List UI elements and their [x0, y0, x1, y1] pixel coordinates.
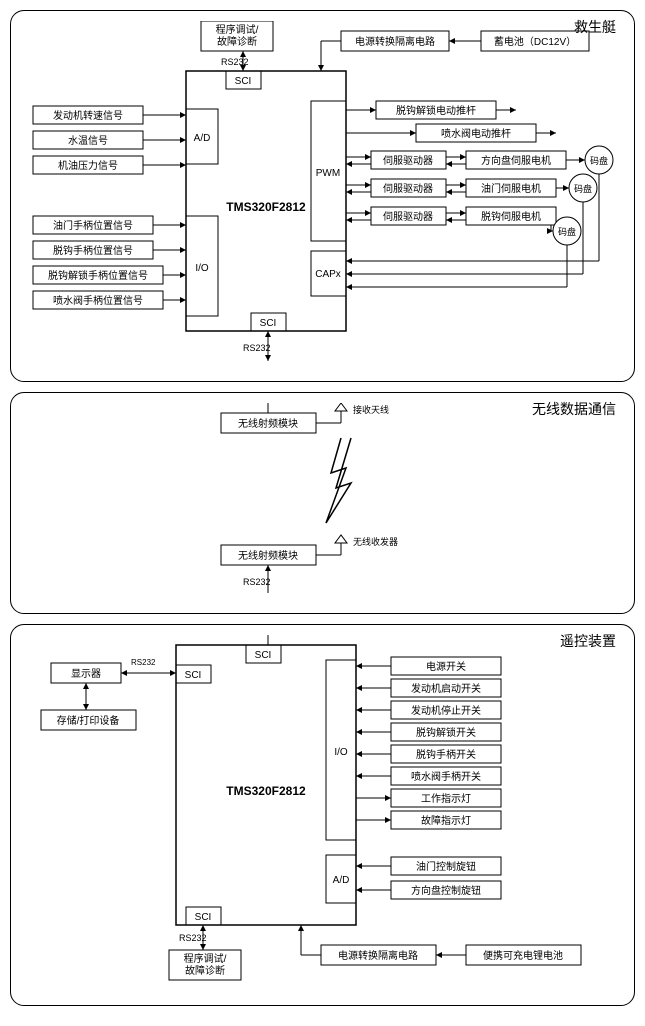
svg-text:发动机启动开关: 发动机启动开关 [411, 682, 481, 695]
svg-text:油门手柄位置信号: 油门手柄位置信号 [53, 219, 133, 232]
svg-text:码盘: 码盘 [558, 226, 576, 237]
port-sci-bot: SCI [260, 318, 277, 329]
svg-text:脱钩手柄位置信号: 脱钩手柄位置信号 [53, 244, 133, 257]
svg-text:油门伺服电机: 油门伺服电机 [481, 182, 541, 195]
rs232-top: RS232 [221, 57, 249, 67]
svg-text:码盘: 码盘 [574, 183, 592, 194]
svg-text:伺服驱动器: 伺服驱动器 [383, 154, 433, 167]
sci-bot-r: SCI [195, 912, 212, 923]
svg-text:工作指示灯: 工作指示灯 [421, 792, 471, 805]
svg-text:伺服驱动器: 伺服驱动器 [383, 210, 433, 223]
svg-text:喷水阀手柄位置信号: 喷水阀手柄位置信号 [53, 294, 143, 307]
remote-io: 电源开关 发动机启动开关 发动机停止开关 脱钩解锁开关 脱钩手柄开关 喷水阀手柄… [356, 657, 501, 829]
pushrod-1: 脱钩解锁电动推杆 [396, 104, 476, 117]
power-conv: 电源转换隔离电路 [355, 35, 435, 48]
display: 显示器 [71, 668, 101, 680]
pushrod-2: 喷水阀电动推杆 [441, 127, 511, 140]
svg-text:伺服驱动器: 伺服驱动器 [383, 182, 433, 195]
rf-bot: 无线射频模块 [238, 549, 298, 562]
rs232-bot: RS232 [243, 343, 271, 353]
battery: 蓄电池（DC12V） [494, 35, 576, 48]
debug-r2: 故障诊断 [185, 964, 225, 977]
svg-text:油门控制旋钮: 油门控制旋钮 [416, 860, 476, 873]
ad-inputs: 发动机转速信号 水温信号 机油压力信号 [33, 106, 186, 174]
rx-antenna: 接收天线 [353, 404, 389, 415]
io-r: I/O [334, 747, 348, 758]
servo-row-1: 伺服驱动器 方向盘伺服电机 码盘 [346, 146, 613, 174]
io-inputs: 油门手柄位置信号 脱钩手柄位置信号 脱钩解锁手柄位置信号 喷水阀手柄位置信号 [33, 216, 186, 309]
remote-diagram: TMS320F2812 SCI SCI SCI I/O A/D 显示器 RS23… [21, 635, 626, 985]
panel-remote: 遥控装置 TMS320F2812 SCI SCI SCI I/O A/D [10, 624, 635, 1006]
svg-text:码盘: 码盘 [590, 155, 608, 166]
panel-lifeboat: 救生艇 TMS320F2812 A/D I/O SCI SCI PWM CAPx [10, 10, 635, 382]
remote-ad: 油门控制旋钮 方向盘控制旋钮 [356, 857, 501, 899]
svg-text:方向盘控制旋钮: 方向盘控制旋钮 [411, 884, 481, 897]
svg-text:机油压力信号: 机油压力信号 [58, 159, 118, 172]
wireless-diagram: 无线射频模块 接收天线 无线收发器 无线射频模块 RS232 [21, 403, 626, 593]
rs232-disp: RS232 [131, 658, 156, 667]
svg-text:喷水阀手柄开关: 喷水阀手柄开关 [411, 770, 481, 783]
storage: 存储/打印设备 [57, 714, 120, 727]
panel-wireless: 无线数据通信 无线射频模块 接收天线 无线收发器 无线射频模块 R [10, 392, 635, 614]
battery-r: 便携可充电锂电池 [483, 949, 563, 962]
svg-text:发动机转速信号: 发动机转速信号 [53, 109, 123, 122]
port-ad: A/D [194, 133, 211, 144]
servo-row-2: 伺服驱动器 油门伺服电机 码盘 [346, 174, 597, 202]
svg-text:脱钩伺服电机: 脱钩伺服电机 [481, 210, 541, 223]
svg-text:发动机停止开关: 发动机停止开关 [411, 704, 481, 717]
svg-text:脱钩手柄开关: 脱钩手柄开关 [416, 748, 476, 761]
panel-lifeboat-title: 救生艇 [574, 17, 616, 37]
svg-text:脱钩解锁手柄位置信号: 脱钩解锁手柄位置信号 [48, 269, 148, 282]
svg-text:脱钩解锁开关: 脱钩解锁开关 [416, 726, 476, 739]
rs232-w: RS232 [243, 577, 271, 587]
svg-text:方向盘伺服电机: 方向盘伺服电机 [481, 154, 551, 167]
sci-top-r: SCI [255, 650, 272, 661]
debug-l2: 故障诊断 [217, 35, 257, 48]
debug-l1: 程序调试/ [216, 23, 259, 36]
port-pwm: PWM [316, 168, 340, 179]
port-capx: CAPx [315, 269, 341, 280]
rf-top: 无线射频模块 [238, 417, 298, 430]
sci-left-r: SCI [185, 670, 202, 681]
power-conv-r: 电源转换隔离电路 [338, 949, 418, 962]
rs232-r: RS232 [179, 933, 207, 943]
mcu-remote: TMS320F2812 [226, 784, 306, 798]
lifeboat-diagram: TMS320F2812 A/D I/O SCI SCI PWM CAPx 程序调… [21, 21, 626, 361]
ad-r: A/D [333, 875, 350, 886]
svg-text:电源开关: 电源开关 [426, 660, 466, 673]
mcu-name: TMS320F2812 [226, 200, 306, 214]
svg-text:水温信号: 水温信号 [68, 135, 108, 147]
debug-r1: 程序调试/ [184, 952, 227, 965]
port-io: I/O [195, 263, 209, 274]
panel-remote-title: 遥控装置 [560, 631, 616, 651]
port-sci-top: SCI [235, 76, 252, 87]
panel-wireless-title: 无线数据通信 [532, 399, 616, 419]
servo-row-3: 伺服驱动器 脱钩伺服电机 码盘 [346, 207, 581, 245]
svg-text:故障指示灯: 故障指示灯 [421, 814, 471, 827]
transceiver: 无线收发器 [353, 536, 398, 547]
